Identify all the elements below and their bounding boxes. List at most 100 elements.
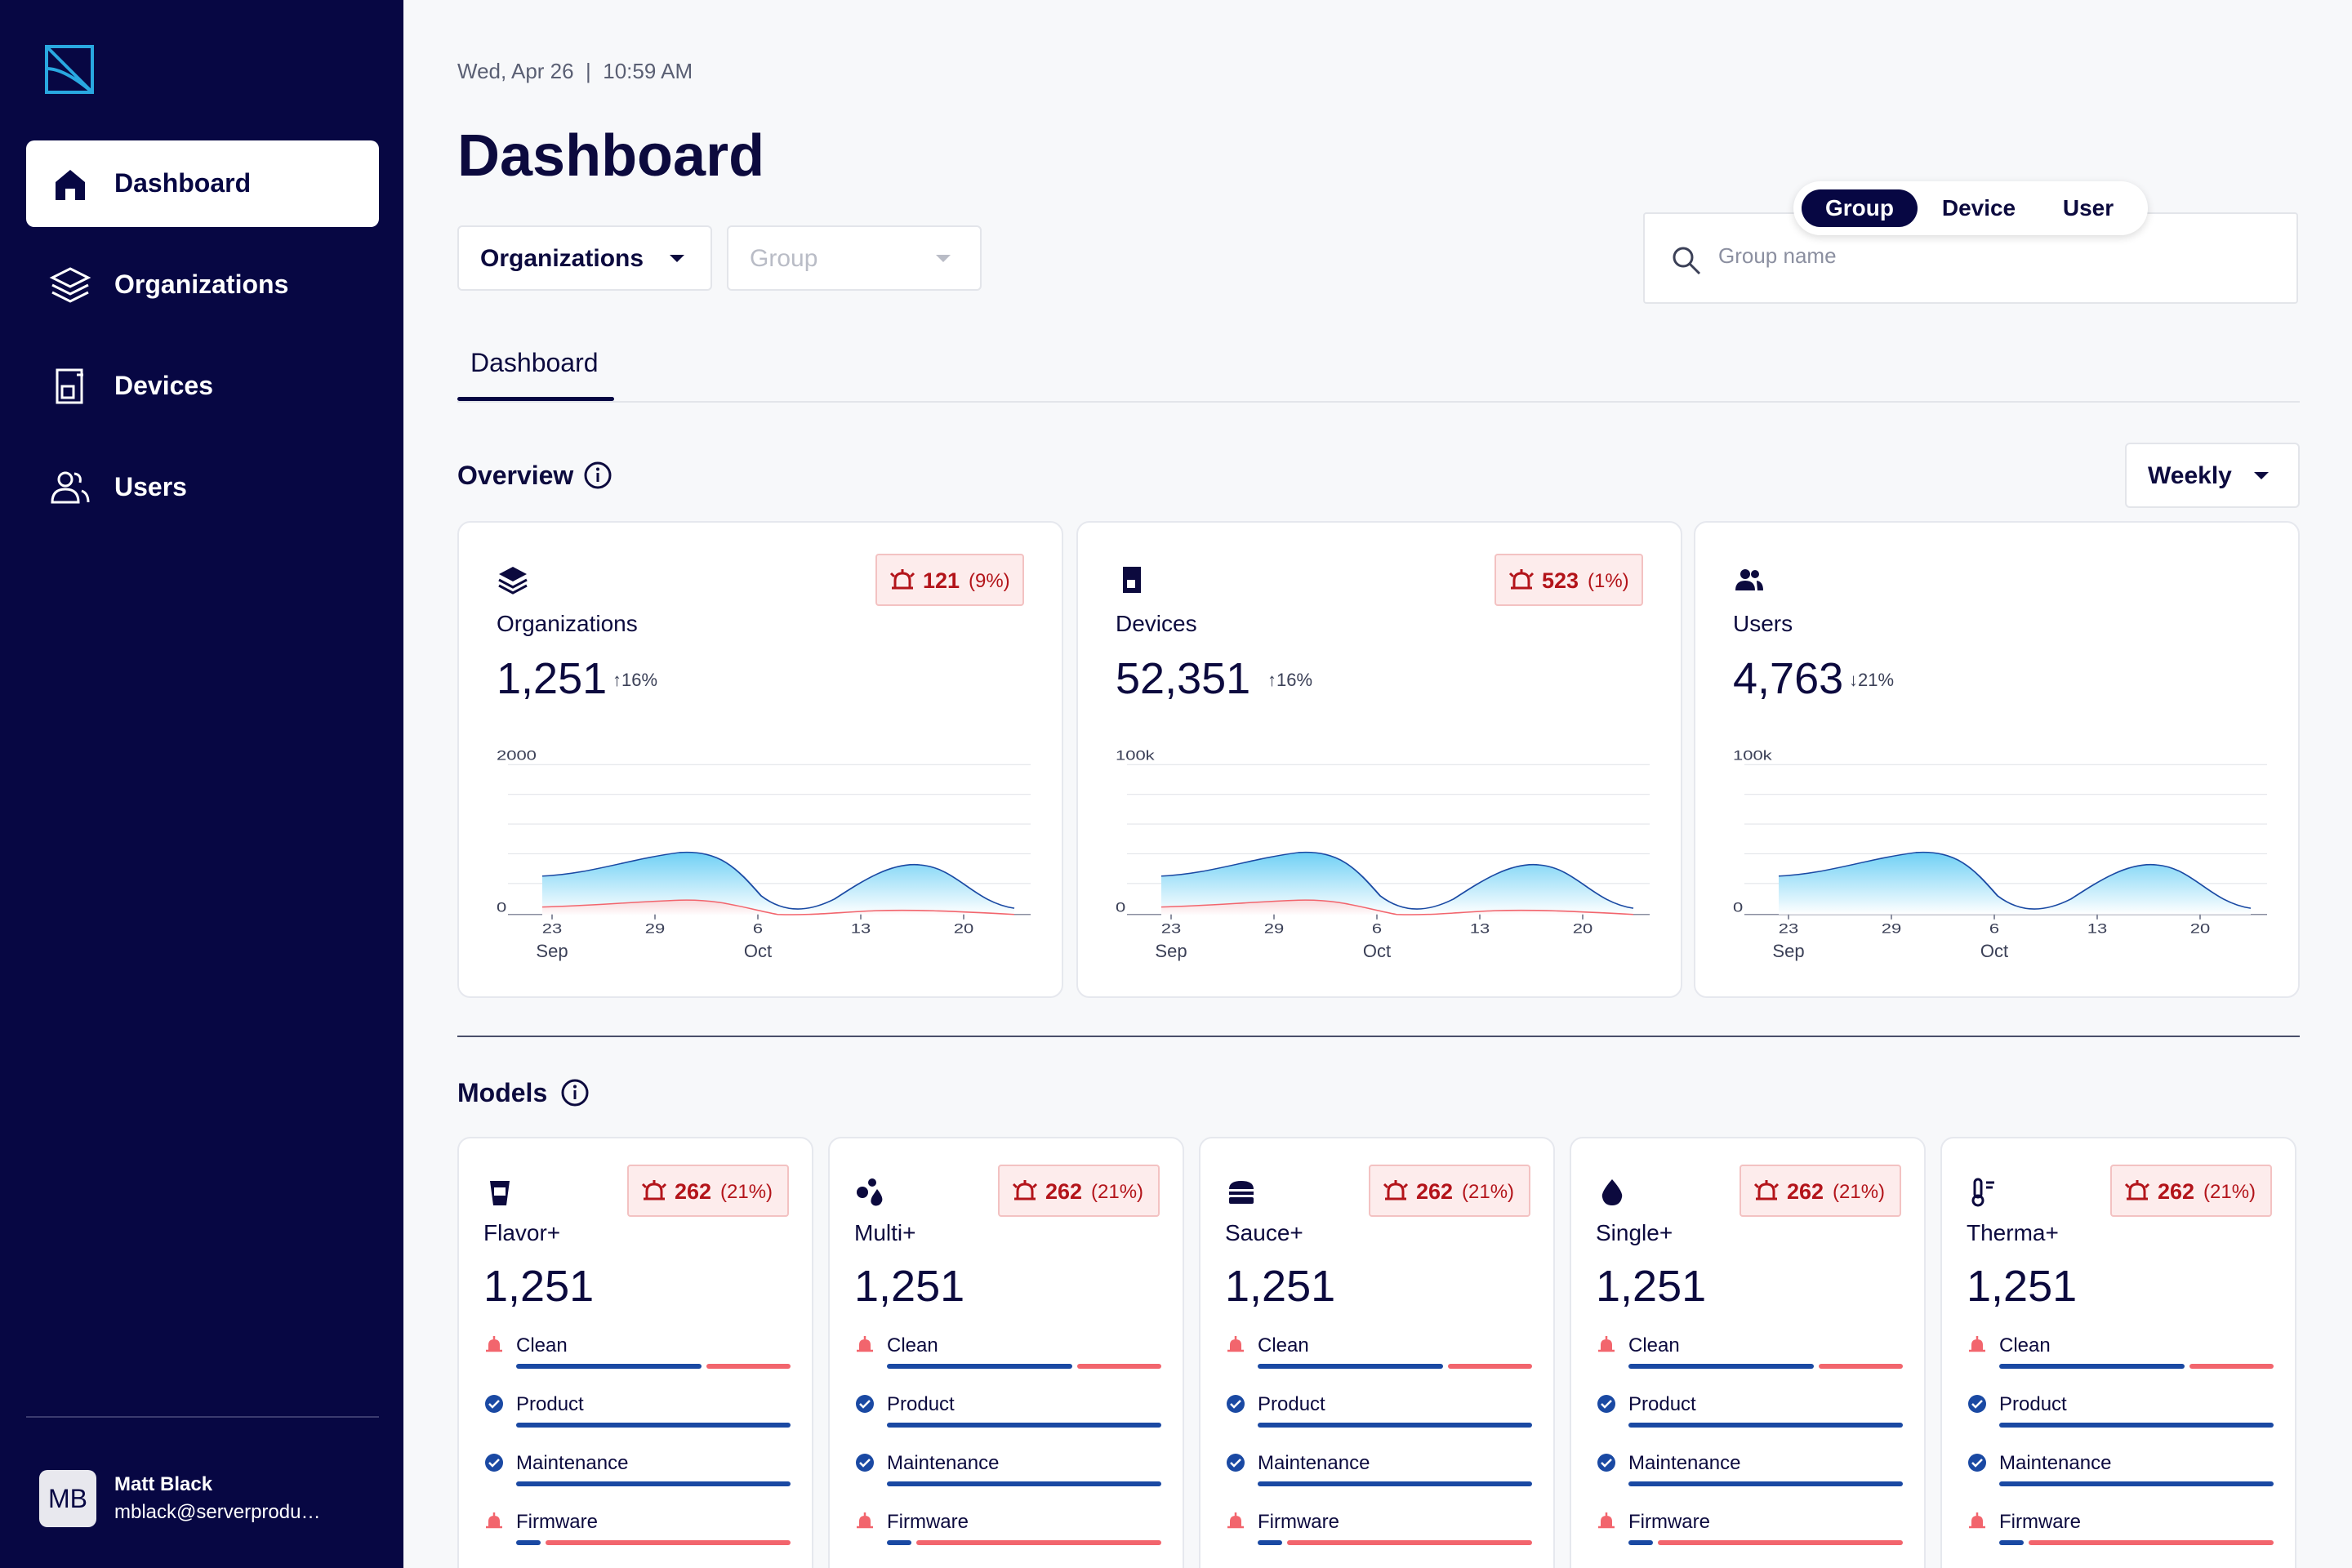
model-status-row: Firmware — [1225, 1508, 1532, 1557]
model-card[interactable]: 262 (21%) Therma+ 1,251 Clean Product Maintena… — [1940, 1137, 2296, 1568]
home-icon — [56, 170, 85, 200]
card-label: Organizations — [497, 611, 638, 636]
alarm-icon — [486, 1512, 502, 1529]
alert-badge[interactable]: 262 (21%) — [2110, 1165, 2272, 1217]
segment-user[interactable]: User — [2062, 195, 2114, 220]
logo-icon — [45, 45, 94, 94]
alert-badge[interactable]: 262 (21%) — [1369, 1165, 1530, 1217]
alert-count: 262 — [675, 1179, 712, 1204]
info-icon[interactable] — [560, 1078, 590, 1107]
card-value: 1,251 — [854, 1262, 965, 1311]
tab-active-indicator — [457, 397, 614, 401]
series-area — [1779, 852, 2251, 915]
alarm-icon — [1598, 1336, 1615, 1352]
x-tick-label: 29 — [1264, 921, 1284, 937]
row-label: Maintenance — [887, 1452, 1000, 1474]
alert-badge[interactable]: 121 (9%) — [875, 554, 1024, 606]
row-label: Product — [1258, 1393, 1325, 1415]
alert-badge[interactable]: 523 (1%) — [1494, 554, 1643, 606]
overview-title: Overview — [457, 461, 574, 490]
status-bar-ok — [1999, 1540, 2024, 1545]
x-tick-month-label: Sep — [1155, 941, 1187, 961]
row-label: Firmware — [1628, 1511, 1710, 1533]
x-tick-label: 6 — [1989, 921, 1999, 937]
dropdown-label: Organizations — [480, 245, 644, 272]
y-axis-min-label: 0 — [1733, 900, 1743, 915]
model-status-row: Product — [854, 1390, 1161, 1439]
x-tick-month-label: Sep — [1772, 941, 1805, 961]
alert-badge[interactable]: 262 (21%) — [998, 1165, 1160, 1217]
segment-group[interactable]: Group — [1802, 189, 1918, 227]
tab-divider — [457, 401, 2300, 403]
alert-count: 262 — [1787, 1179, 1824, 1204]
row-label: Clean — [1628, 1334, 1680, 1356]
burger-icon — [1229, 1181, 1254, 1204]
status-bar-alert — [916, 1540, 1161, 1545]
y-axis-min-label: 0 — [1116, 900, 1125, 915]
status-bar-alert — [2189, 1364, 2274, 1369]
model-card[interactable]: 262 (21%) Single+ 1,251 Clean Product Maintena… — [1570, 1137, 1926, 1568]
y-axis-max-label: 100k — [1733, 748, 1772, 764]
alert-percent: (21%) — [2203, 1181, 2256, 1203]
group-dropdown[interactable]: Group — [727, 225, 982, 291]
model-status-row: Product — [483, 1390, 791, 1439]
layers-icon — [49, 267, 91, 303]
alert-badge[interactable]: 262 (21%) — [1740, 1165, 1901, 1217]
model-status-row: Maintenance — [1225, 1449, 1532, 1498]
status-bar-ok — [1999, 1364, 2185, 1369]
overview-card-users[interactable]: Users 4,763 ↓21% 100k 0 23 29 6 13 20 Sep Oct — [1694, 521, 2300, 998]
card-value: 4,763 — [1733, 654, 1844, 703]
status-bar-ok — [1258, 1481, 1532, 1486]
overview-card-devices[interactable]: 523 (1%) Devices 52,351 ↑16% 100k 0 23 29 6 1… — [1076, 521, 1682, 998]
alert-percent: (21%) — [1833, 1181, 1886, 1203]
alert-count: 262 — [1416, 1179, 1454, 1204]
model-status-row: Clean — [854, 1331, 1161, 1380]
check-circle-icon — [1227, 1454, 1245, 1472]
alert-percent: (1%) — [1588, 570, 1629, 592]
avatar[interactable]: MB — [39, 1470, 96, 1527]
card-label: Users — [1733, 611, 1793, 636]
series-area — [1161, 852, 1633, 915]
model-card[interactable]: 262 (21%) Flavor+ 1,251 Clean Product Maintena… — [457, 1137, 813, 1568]
alarm-icon — [1227, 1336, 1244, 1352]
trend-chart: 2000 0 23 29 6 13 20 — [497, 748, 1031, 937]
y-axis-max-label: 100k — [1116, 748, 1155, 764]
alert-badge[interactable]: 262 (21%) — [627, 1165, 789, 1217]
check-circle-icon — [1227, 1395, 1245, 1413]
card-delta: ↑16% — [1267, 670, 1312, 691]
sidebar-item-label: Devices — [114, 371, 213, 400]
x-tick-label: 6 — [753, 921, 763, 937]
search-input[interactable] — [1718, 243, 2208, 269]
chevron-down-icon — [2254, 472, 2269, 479]
model-card[interactable]: 262 (21%) Sauce+ 1,251 Clean Product Maintenan… — [1199, 1137, 1555, 1568]
sidebar-item-organizations[interactable]: Organizations — [26, 242, 379, 328]
status-bar-alert — [706, 1364, 791, 1369]
model-status-row: Clean — [1596, 1331, 1903, 1380]
model-status-row: Clean — [483, 1331, 791, 1380]
user-email: mblack@serverprodu… — [114, 1501, 321, 1523]
drop-icon — [1601, 1179, 1623, 1205]
cup-icon — [490, 1181, 510, 1205]
x-tick-month-label: Oct — [1980, 941, 2009, 961]
datetime: Wed, Apr 26 | 10:59 AM — [457, 59, 693, 83]
alert-percent: (21%) — [1462, 1181, 1515, 1203]
sidebar-item-devices[interactable]: Devices — [26, 343, 379, 430]
sidebar-item-dashboard[interactable]: Dashboard — [26, 140, 379, 227]
info-icon[interactable] — [583, 461, 612, 490]
card-label: Therma+ — [1967, 1220, 2059, 1245]
model-card[interactable]: 262 (21%) Multi+ 1,251 Clean Product Maintenan… — [828, 1137, 1184, 1568]
tab-dashboard[interactable]: Dashboard — [470, 348, 599, 377]
user-name: Matt Black — [114, 1473, 213, 1495]
period-dropdown[interactable]: Weekly — [2125, 443, 2300, 508]
sidebar-item-users[interactable]: Users — [26, 444, 379, 531]
sidebar: Dashboard Organizations Devices Users MB… — [0, 0, 403, 1568]
status-bar-alert — [2029, 1540, 2274, 1545]
arrow-up-icon: ↑ — [612, 670, 621, 690]
model-status-row: Firmware — [1596, 1508, 1903, 1557]
segment-device[interactable]: Device — [1941, 195, 2016, 220]
overview-card-organizations[interactable]: 121 (9%) Organizations 1,251 ↑16% 2000 0 2… — [457, 521, 1063, 998]
status-bar-ok — [887, 1540, 911, 1545]
organizations-dropdown[interactable]: Organizations — [457, 225, 712, 291]
alarm-icon — [1598, 1512, 1615, 1529]
status-bar-ok — [1999, 1481, 2274, 1486]
